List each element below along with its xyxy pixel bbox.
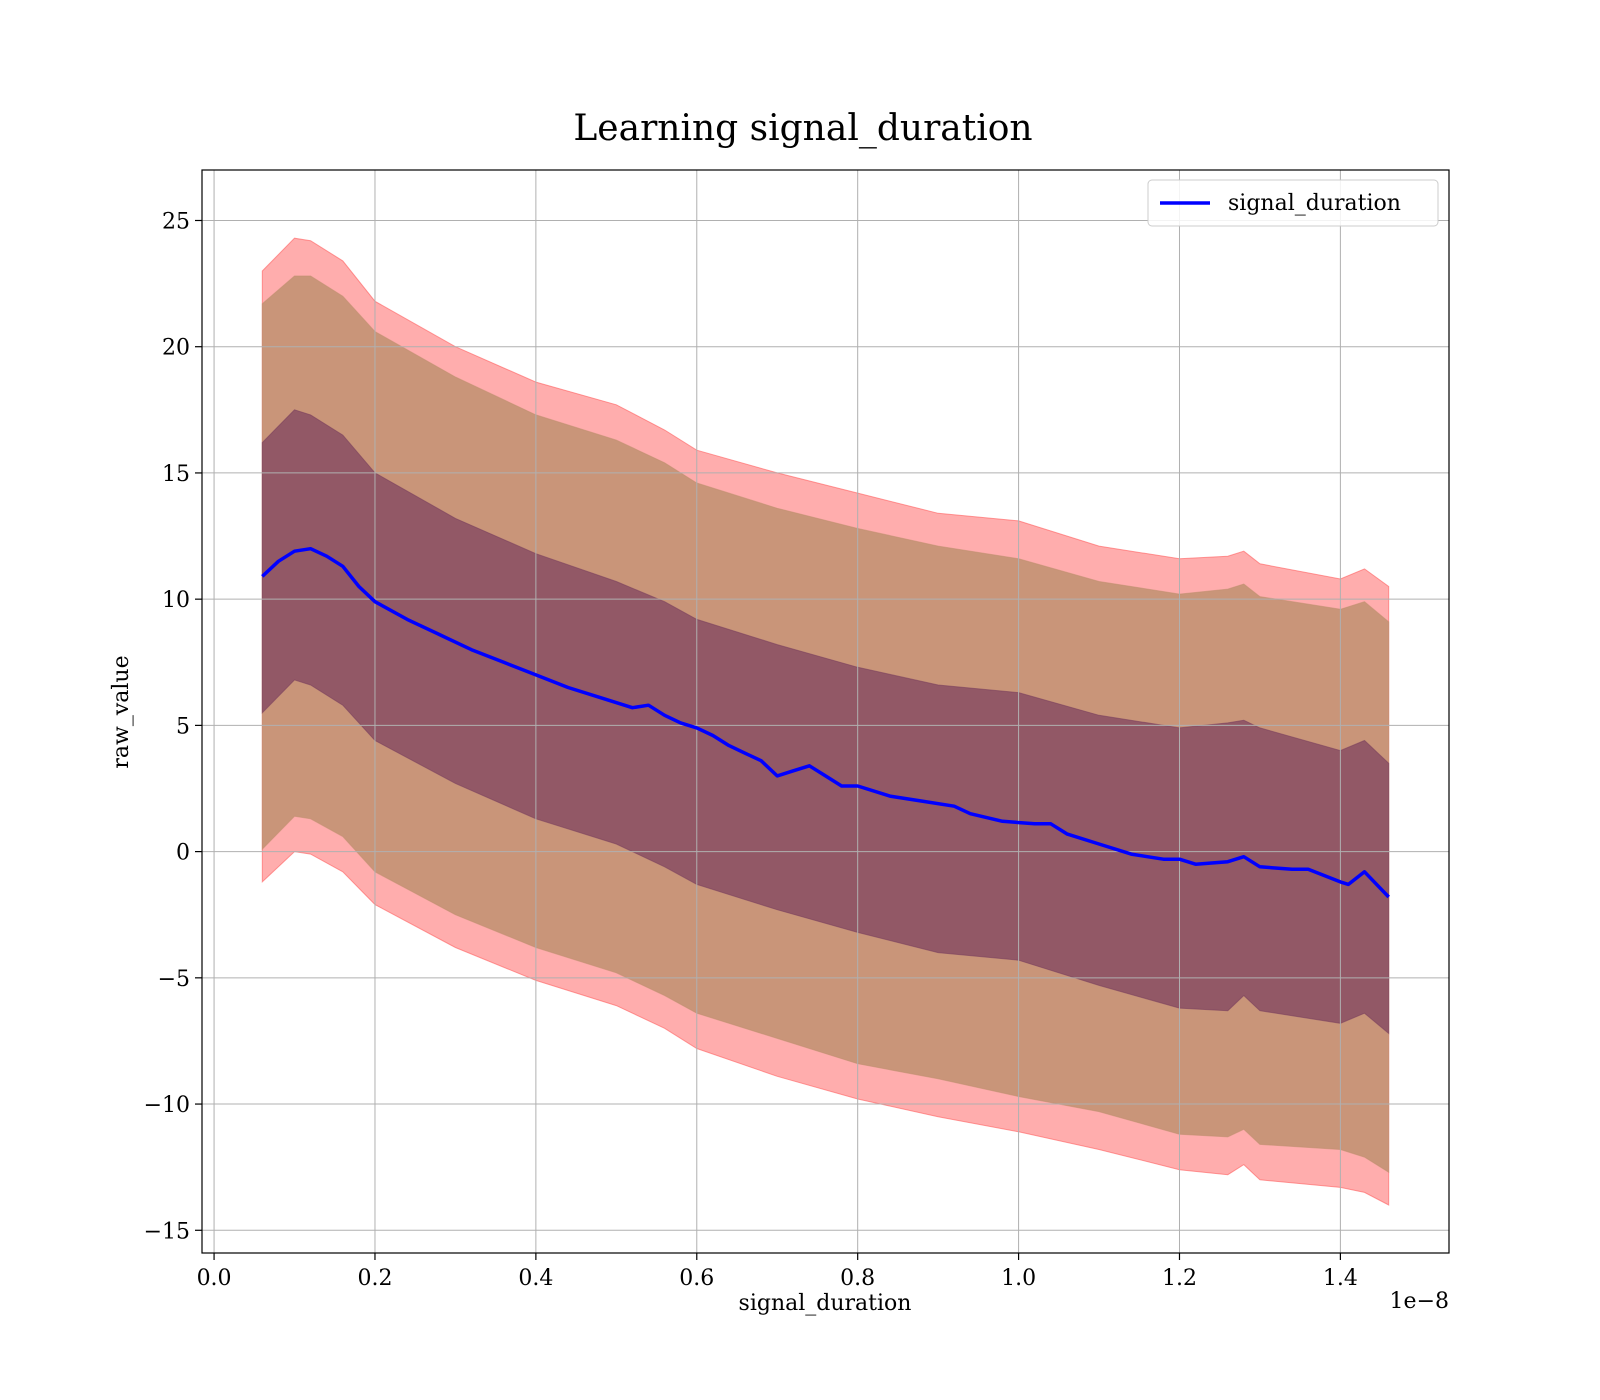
- confidence-bands: [261, 237, 1390, 1206]
- legend: signal_duration: [1147, 179, 1439, 227]
- y-tick-label: −15: [144, 1219, 190, 1244]
- legend-label-signal-duration: signal_duration: [1228, 191, 1401, 216]
- plot-frame: [201, 169, 1450, 1254]
- y-tick-label: 15: [162, 462, 190, 487]
- x-axis-ticks: 0.0 0.2 0.4 0.6 0.8 1.0 1.2 1.4: [197, 1253, 1358, 1291]
- y-tick-label: 20: [162, 336, 190, 361]
- y-axis-ticks: −15 −10 −5 0 5 10 15 20 25: [144, 209, 202, 1244]
- x-offset-label: 1e−8: [1390, 1289, 1449, 1314]
- series-line-0: [261, 546, 1390, 899]
- chart-title: Learning signal_duration: [573, 108, 1032, 149]
- legend-box: [1147, 179, 1439, 227]
- grid-lines: [202, 170, 1449, 1253]
- y-axis-label: raw_value: [109, 655, 134, 768]
- x-tick-label: 1.0: [1001, 1266, 1036, 1291]
- y-tick-label: 5: [176, 714, 190, 739]
- x-tick-label: 1.2: [1162, 1266, 1197, 1291]
- x-tick-label: 0.8: [840, 1266, 875, 1291]
- series-lines: [261, 546, 1390, 899]
- y-tick-label: 25: [162, 209, 190, 234]
- x-tick-label: 0.4: [518, 1266, 553, 1291]
- x-tick-label: 0.2: [357, 1266, 392, 1291]
- y-tick-label: 0: [176, 841, 190, 866]
- x-tick-label: 0.0: [197, 1266, 232, 1291]
- y-tick-label: 10: [162, 588, 190, 613]
- y-tick-label: −5: [158, 967, 190, 992]
- x-tick-label: 1.4: [1323, 1266, 1358, 1291]
- y-tick-label: −10: [144, 1093, 190, 1118]
- x-tick-label: 0.6: [679, 1266, 714, 1291]
- band-2: [261, 409, 1390, 1035]
- x-axis-label: signal_duration: [739, 1291, 912, 1316]
